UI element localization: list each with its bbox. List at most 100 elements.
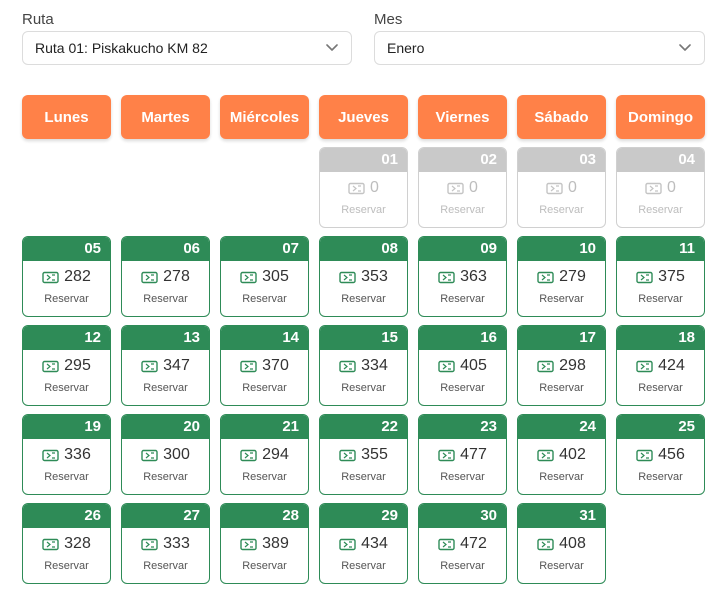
day-card[interactable]: 31 408 Reservar bbox=[517, 503, 606, 584]
day-card[interactable]: 23 477 Reservar bbox=[418, 414, 507, 495]
day-card[interactable]: 12 295 Reservar bbox=[22, 325, 111, 406]
day-number: 06 bbox=[122, 237, 209, 261]
day-card[interactable]: 10 279 Reservar bbox=[517, 236, 606, 317]
day-card[interactable]: 14 370 Reservar bbox=[220, 325, 309, 406]
seat-count: 0 bbox=[320, 179, 407, 197]
ticket-icon bbox=[636, 271, 658, 284]
day-number: 07 bbox=[221, 237, 308, 261]
ticket-icon bbox=[42, 538, 64, 551]
reserve-button[interactable]: Reservar bbox=[143, 471, 188, 483]
ticket-icon bbox=[240, 538, 262, 551]
day-card[interactable]: 26 328 Reservar bbox=[22, 503, 111, 584]
seat-count: 347 bbox=[122, 357, 209, 375]
day-card[interactable]: 16 405 Reservar bbox=[418, 325, 507, 406]
seat-count-value: 279 bbox=[559, 268, 586, 285]
reserve-button[interactable]: Reservar bbox=[539, 471, 584, 483]
reserve-button[interactable]: Reservar bbox=[638, 382, 683, 394]
day-card[interactable]: 18 424 Reservar bbox=[616, 325, 705, 406]
seat-count: 305 bbox=[221, 268, 308, 286]
seat-count-value: 278 bbox=[163, 268, 190, 285]
day-number: 23 bbox=[419, 415, 506, 439]
day-number: 13 bbox=[122, 326, 209, 350]
reserve-button[interactable]: Reservar bbox=[341, 382, 386, 394]
reserve-button[interactable]: Reservar bbox=[143, 293, 188, 305]
mes-select[interactable]: Enero bbox=[374, 31, 705, 65]
reserve-button[interactable]: Reservar bbox=[242, 471, 287, 483]
reserve-button[interactable]: Reservar bbox=[44, 560, 89, 572]
reserve-button[interactable]: Reservar bbox=[440, 293, 485, 305]
ticket-icon bbox=[537, 538, 559, 551]
ruta-select[interactable]: Ruta 01: Piskakucho KM 82 bbox=[22, 31, 352, 65]
day-card[interactable]: 21 294 Reservar bbox=[220, 414, 309, 495]
reserve-button[interactable]: Reservar bbox=[44, 471, 89, 483]
day-number: 28 bbox=[221, 504, 308, 528]
reserve-button[interactable]: Reservar bbox=[44, 293, 89, 305]
ticket-icon bbox=[141, 449, 163, 462]
ticket-icon bbox=[537, 271, 559, 284]
seat-count: 295 bbox=[23, 357, 110, 375]
reserve-button[interactable]: Reservar bbox=[242, 293, 287, 305]
reserve-button[interactable]: Reservar bbox=[440, 471, 485, 483]
seat-count-value: 0 bbox=[568, 179, 577, 196]
day-card[interactable]: 20 300 Reservar bbox=[121, 414, 210, 495]
seat-count: 328 bbox=[23, 535, 110, 553]
day-card[interactable]: 24 402 Reservar bbox=[517, 414, 606, 495]
seat-count-value: 334 bbox=[361, 357, 388, 374]
reserve-button: Reservar bbox=[440, 204, 485, 216]
reserve-button[interactable]: Reservar bbox=[44, 382, 89, 394]
day-card[interactable]: 17 298 Reservar bbox=[517, 325, 606, 406]
ticket-icon bbox=[546, 182, 568, 195]
ticket-icon bbox=[645, 182, 667, 195]
reserve-button[interactable]: Reservar bbox=[341, 471, 386, 483]
day-number: 05 bbox=[23, 237, 110, 261]
day-number: 11 bbox=[617, 237, 704, 261]
seat-count-value: 336 bbox=[64, 446, 91, 463]
reserve-button[interactable]: Reservar bbox=[341, 560, 386, 572]
day-card[interactable]: 06 278 Reservar bbox=[121, 236, 210, 317]
day-card[interactable]: 22 355 Reservar bbox=[319, 414, 408, 495]
weekday-header: Sábado bbox=[517, 95, 606, 139]
day-card[interactable]: 07 305 Reservar bbox=[220, 236, 309, 317]
reserve-button[interactable]: Reservar bbox=[440, 560, 485, 572]
day-card[interactable]: 11 375 Reservar bbox=[616, 236, 705, 317]
seat-count: 0 bbox=[617, 179, 704, 197]
reserve-button[interactable]: Reservar bbox=[539, 382, 584, 394]
seat-count: 375 bbox=[617, 268, 704, 286]
seat-count: 477 bbox=[419, 446, 506, 464]
day-card[interactable]: 15 334 Reservar bbox=[319, 325, 408, 406]
day-card[interactable]: 25 456 Reservar bbox=[616, 414, 705, 495]
day-card[interactable]: 27 333 Reservar bbox=[121, 503, 210, 584]
reserve-button[interactable]: Reservar bbox=[242, 382, 287, 394]
day-card[interactable]: 28 389 Reservar bbox=[220, 503, 309, 584]
reserve-button[interactable]: Reservar bbox=[440, 382, 485, 394]
reserve-button[interactable]: Reservar bbox=[539, 293, 584, 305]
day-card[interactable]: 30 472 Reservar bbox=[418, 503, 507, 584]
reserve-button[interactable]: Reservar bbox=[638, 471, 683, 483]
day-card[interactable]: 05 282 Reservar bbox=[22, 236, 111, 317]
seat-count-value: 389 bbox=[262, 535, 289, 552]
ticket-icon bbox=[636, 360, 658, 373]
reserve-button[interactable]: Reservar bbox=[638, 293, 683, 305]
reserve-button[interactable]: Reservar bbox=[143, 382, 188, 394]
day-card[interactable]: 08 353 Reservar bbox=[319, 236, 408, 317]
chevron-down-icon bbox=[325, 41, 339, 55]
day-number: 24 bbox=[518, 415, 605, 439]
seat-count: 279 bbox=[518, 268, 605, 286]
day-card[interactable]: 13 347 Reservar bbox=[121, 325, 210, 406]
seat-count-value: 294 bbox=[262, 446, 289, 463]
weekday-header: Lunes bbox=[22, 95, 111, 139]
seat-count: 333 bbox=[122, 535, 209, 553]
day-card: 04 0 Reservar bbox=[616, 147, 705, 228]
day-card[interactable]: 09 363 Reservar bbox=[418, 236, 507, 317]
ticket-icon bbox=[42, 271, 64, 284]
reserve-button[interactable]: Reservar bbox=[143, 560, 188, 572]
seat-count: 363 bbox=[419, 268, 506, 286]
ticket-icon bbox=[240, 271, 262, 284]
day-card[interactable]: 29 434 Reservar bbox=[319, 503, 408, 584]
reserve-button[interactable]: Reservar bbox=[539, 560, 584, 572]
reserve-button[interactable]: Reservar bbox=[341, 293, 386, 305]
day-card[interactable]: 19 336 Reservar bbox=[22, 414, 111, 495]
reserve-button[interactable]: Reservar bbox=[242, 560, 287, 572]
ticket-icon bbox=[240, 360, 262, 373]
day-number: 08 bbox=[320, 237, 407, 261]
